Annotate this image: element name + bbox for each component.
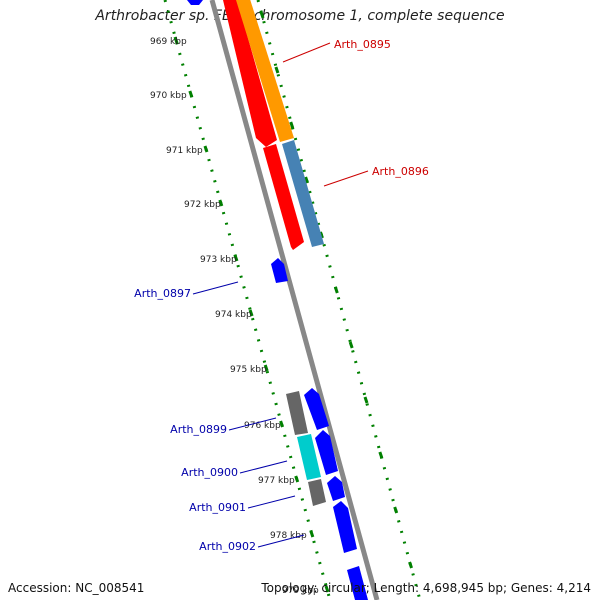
ruler-tick-label: 974 kbp — [215, 310, 252, 320]
ruler-tick-mark — [363, 396, 369, 404]
gene-label[interactable]: Arth_0897 — [134, 287, 191, 300]
ruler-tick-mark — [248, 309, 254, 317]
gene-feature-gray-1[interactable] — [286, 391, 308, 435]
ruler-tick-mark — [304, 176, 310, 184]
gene-feature-orange[interactable] — [236, 0, 294, 142]
ruler-tick-label: 979 kbp — [282, 586, 319, 596]
gene-label-leader-line — [282, 42, 331, 63]
ruler-tick-mark — [173, 36, 179, 44]
gene-label-leader-line — [247, 495, 296, 509]
gene-feature-gray-2[interactable] — [308, 479, 326, 506]
ruler-tick-mark — [348, 341, 354, 349]
ruler-tick-label: 969 kbp — [150, 37, 187, 47]
topology-text: Topology: circular; Length: 4,698,945 bp… — [261, 581, 591, 595]
ruler-tick-labels: 969 kbp 970 kbp 971 kbp 972 kbp 973 kbp 974 k… — [150, 37, 319, 596]
map-title: Arthrobacter sp. FB24 chromosome 1, comp… — [95, 8, 505, 24]
ruler-tick-label: 972 kbp — [184, 200, 221, 210]
gene-feature-blue-3[interactable] — [271, 258, 288, 283]
gene-label-leader-line — [239, 460, 288, 474]
gene-feature-blue-top[interactable] — [187, 0, 203, 5]
right-dotted-guide — [256, 0, 422, 600]
ruler-tick-mark — [289, 121, 295, 129]
gene-feature-red-1[interactable] — [223, 0, 277, 147]
ruler-tick-label: 975 kbp — [230, 365, 267, 375]
gene-label[interactable]: Arth_0896 — [372, 165, 429, 178]
ruler-tick-mark — [188, 90, 194, 98]
gene-label-leader-line — [323, 170, 369, 187]
ruler-tick-label: 971 kbp — [166, 146, 203, 156]
gene-label[interactable]: Arth_0899 — [170, 423, 227, 436]
gene-feature-red-2[interactable] — [263, 144, 304, 250]
gene-label[interactable]: Arth_0900 — [181, 466, 238, 479]
ruler-tick-mark — [294, 475, 300, 483]
gene-feature-blue-8[interactable] — [347, 566, 368, 600]
ruler-tick-mark — [274, 66, 280, 74]
ruler-tick-label: 977 kbp — [258, 476, 295, 486]
gene-label-leader-line — [192, 281, 239, 295]
ruler-tick-mark — [259, 11, 265, 19]
ruler-tick-mark — [378, 451, 384, 459]
ruler-tick-mark — [324, 585, 330, 593]
ruler-tick-mark — [309, 530, 315, 538]
ruler-tick-mark — [408, 561, 413, 569]
ruler-tick-mark — [218, 199, 224, 207]
ruler-tick-label: 976 kbp — [244, 421, 281, 431]
ruler-tick-mark — [393, 506, 399, 514]
accession-text: Accession: NC_008541 — [8, 581, 145, 595]
ruler-tick-label: 973 kbp — [200, 255, 237, 265]
gene-label-leader-line — [257, 534, 305, 548]
gene-feature-steelblue[interactable] — [282, 140, 324, 247]
ruler-tick-mark — [333, 286, 339, 294]
gene-feature-blue-4[interactable] — [304, 388, 329, 430]
ruler-tick-mark — [203, 145, 209, 153]
gene-label-leader-line — [228, 417, 277, 431]
gene-labels: Arth_0895 Arth_0896 Arth_0897 Arth_0899 Arth… — [134, 38, 429, 553]
gene-feature-blue-7[interactable] — [333, 501, 357, 553]
gene-label[interactable]: Arth_0901 — [189, 501, 246, 514]
gene-label[interactable]: Arth_0895 — [334, 38, 391, 51]
left-dotted-guide — [163, 0, 332, 600]
gene-feature-cyan[interactable] — [297, 434, 321, 480]
ruler-tick-mark — [279, 420, 285, 428]
gene-feature-blue-6[interactable] — [327, 476, 345, 501]
ruler-tick-mark — [263, 364, 269, 372]
genome-backbone — [209, 0, 380, 600]
gene-label[interactable]: Arth_0902 — [199, 540, 256, 553]
ruler-tick-label: 978 kbp — [270, 531, 307, 541]
ruler-tick-label: 970 kbp — [150, 91, 187, 101]
gene-feature-blue-5[interactable] — [315, 430, 338, 475]
ruler-tick-mark — [233, 254, 239, 262]
